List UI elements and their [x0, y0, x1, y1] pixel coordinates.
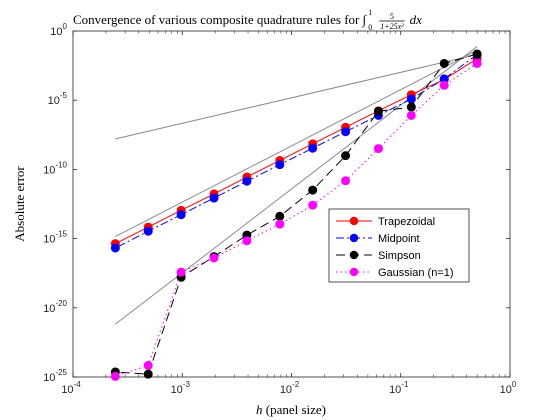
x-axis-label-var: h: [256, 402, 263, 417]
series-layer: [110, 49, 482, 381]
data-point: [110, 243, 120, 253]
y-tick-label: 100: [50, 22, 67, 38]
chart-title: Convergence of various composite quadrat…: [73, 8, 422, 32]
data-point: [341, 176, 351, 186]
x-tick-label: 10-1: [389, 380, 409, 396]
data-point: [341, 151, 351, 161]
legend-label: Midpoint: [378, 233, 420, 245]
legend-swatch-marker: [349, 267, 359, 277]
x-axis-label: h (panel size): [256, 402, 326, 417]
series-line: [115, 53, 478, 375]
title-integral-upper: 1: [368, 8, 372, 17]
data-point: [406, 94, 416, 104]
title-fraction-numerator: 5: [390, 12, 394, 21]
data-point: [406, 110, 416, 120]
data-point: [176, 210, 186, 220]
series-line: [115, 54, 478, 249]
reference-line: [115, 46, 478, 325]
data-point: [439, 58, 449, 68]
legend-entry: Simpson: [336, 250, 421, 262]
legend-entry: Gaussian (n=1): [336, 267, 454, 279]
data-point: [209, 193, 219, 203]
legend-swatch-marker: [349, 250, 359, 260]
data-point: [308, 185, 318, 195]
data-point: [209, 253, 219, 263]
reference-line: [115, 49, 478, 238]
data-point: [308, 200, 318, 210]
data-point: [373, 144, 383, 154]
y-tick-label: 10-25: [43, 368, 67, 384]
data-point: [143, 360, 153, 370]
x-tick-label: 10-2: [280, 380, 300, 396]
data-point: [439, 80, 449, 90]
legend-label: Simpson: [378, 250, 421, 262]
data-point: [110, 371, 120, 381]
data-point: [341, 127, 351, 137]
legend-swatch-marker: [349, 216, 359, 226]
title-suffix: dx: [410, 12, 423, 27]
y-tick-label: 10-10: [43, 160, 67, 176]
title-integral-lower: 0: [368, 23, 372, 32]
title-fraction-denominator: 1+25x²: [380, 22, 404, 31]
legend-entry: Trapezoidal: [336, 216, 435, 228]
data-point: [242, 176, 252, 186]
data-point: [308, 143, 318, 153]
series-line: [115, 58, 478, 245]
reference-lines: [115, 46, 478, 325]
legend-label: Trapezoidal: [378, 216, 435, 228]
data-point: [406, 102, 416, 112]
data-point: [472, 58, 482, 68]
data-point: [143, 226, 153, 236]
y-tick-label: 10-5: [48, 91, 68, 107]
x-tick-label: 10-3: [171, 380, 191, 396]
y-tick-label: 10-20: [43, 299, 67, 315]
legend-entry: Midpoint: [336, 233, 420, 245]
series-line: [115, 63, 478, 377]
x-tick-label: 100: [500, 380, 517, 396]
legend-label: Gaussian (n=1): [378, 267, 454, 279]
svg-text:Convergence of various composi: Convergence of various composite quadrat…: [73, 12, 368, 28]
x-tick-label: 10-4: [61, 380, 81, 396]
y-tick-label: 10-15: [43, 230, 67, 246]
data-point: [275, 160, 285, 170]
data-point: [143, 369, 153, 379]
x-axis-label-rest: (panel size): [266, 402, 326, 417]
y-axis-label: Absolute error: [12, 166, 27, 242]
data-point: [275, 211, 285, 221]
legend-swatch-marker: [349, 233, 359, 243]
reference-line: [115, 54, 478, 140]
data-point: [176, 267, 186, 277]
data-point: [472, 49, 482, 59]
data-point: [275, 219, 285, 229]
data-point: [242, 236, 252, 246]
title-prefix: Convergence of various composite quadrat…: [73, 12, 368, 28]
series-gaussian-n-1: [110, 58, 482, 381]
legend: Trapezoidal Midpoint Simpson Gaussian (n=1): [328, 208, 470, 283]
data-point: [373, 106, 383, 116]
axis-ticks: 10-4 10-3 10-2 10-1 100 100 10-5 10-10 10-15 10-2…: [43, 22, 517, 396]
